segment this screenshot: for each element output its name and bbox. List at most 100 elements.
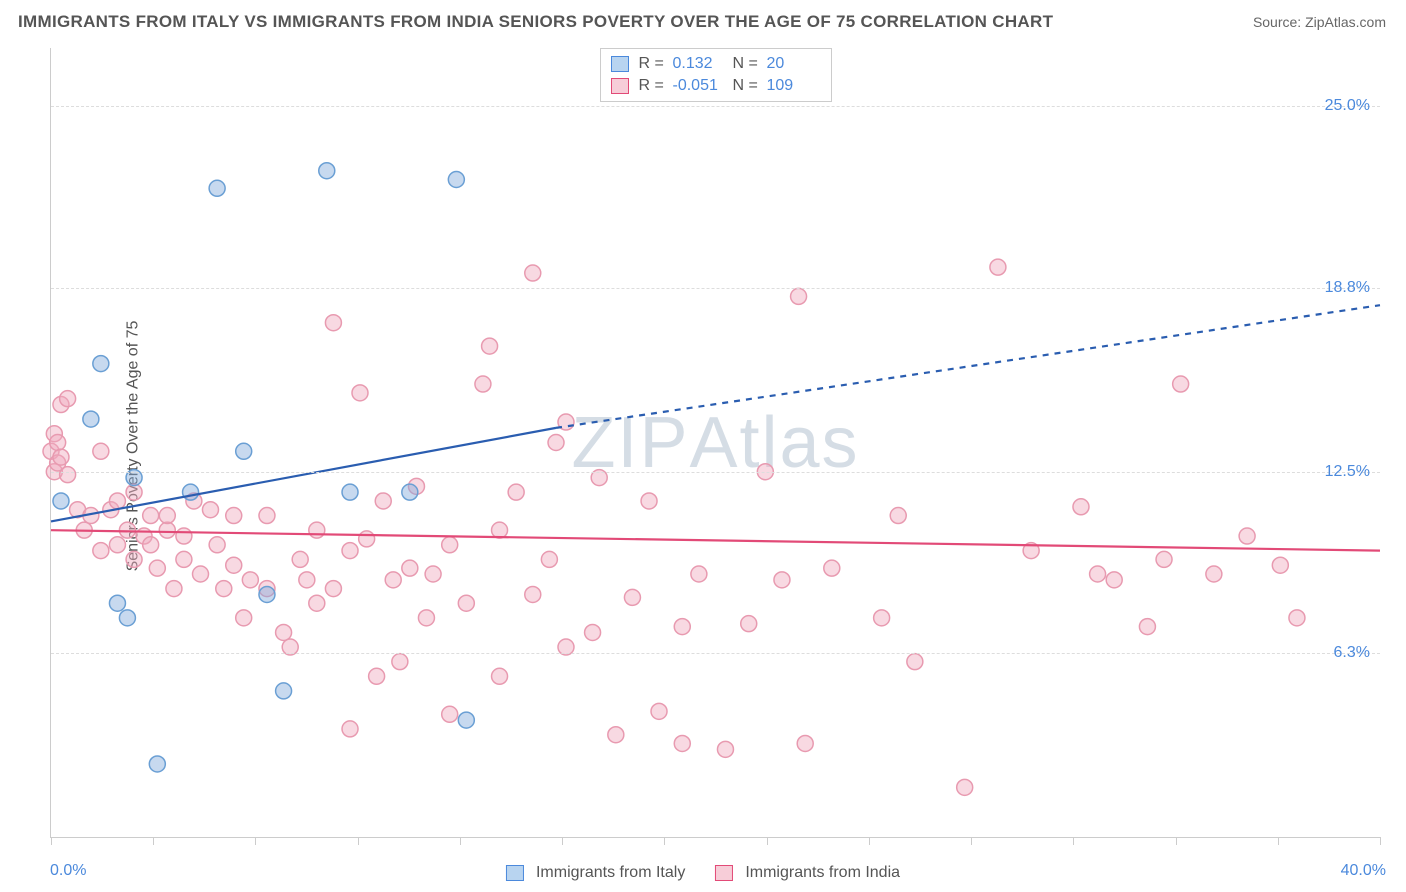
y-tick-label: 18.8%	[1325, 279, 1370, 297]
legend-item-italy: Immigrants from Italy	[506, 864, 685, 882]
scatter-point	[385, 572, 401, 588]
scatter-point	[674, 735, 690, 751]
scatter-point	[149, 756, 165, 772]
scatter-point	[797, 735, 813, 751]
scatter-point	[585, 624, 601, 640]
scatter-point	[176, 551, 192, 567]
scatter-point	[1272, 557, 1288, 573]
scatter-point	[352, 385, 368, 401]
x-tick	[153, 837, 154, 845]
scatter-point	[1206, 566, 1222, 582]
gridline	[51, 106, 1380, 107]
scatter-point	[442, 706, 458, 722]
scatter-point	[674, 619, 690, 635]
scatter-point	[442, 537, 458, 553]
scatter-point	[541, 551, 557, 567]
scatter-point	[425, 566, 441, 582]
x-tick	[1176, 837, 1177, 845]
scatter-point	[149, 560, 165, 576]
scatter-point	[624, 589, 640, 605]
legend-swatch-italy-icon	[506, 865, 524, 881]
scatter-point	[60, 391, 76, 407]
bottom-legend: Immigrants from Italy Immigrants from In…	[506, 864, 900, 882]
plot-svg	[51, 48, 1380, 837]
x-tick	[971, 837, 972, 845]
scatter-point	[717, 741, 733, 757]
x-axis-start-label: 0.0%	[50, 862, 86, 880]
scatter-point	[236, 443, 252, 459]
stats-row-italy: R = 0.132 N = 20	[611, 53, 821, 75]
scatter-point	[508, 484, 524, 500]
scatter-point	[957, 779, 973, 795]
scatter-point	[209, 537, 225, 553]
scatter-point	[1239, 528, 1255, 544]
legend-swatch-india-icon	[715, 865, 733, 881]
x-tick	[664, 837, 665, 845]
scatter-point	[458, 712, 474, 728]
scatter-point	[126, 484, 142, 500]
scatter-point	[990, 259, 1006, 275]
scatter-point	[109, 537, 125, 553]
x-tick	[767, 837, 768, 845]
scatter-point	[226, 557, 242, 573]
y-tick-label: 6.3%	[1334, 644, 1370, 662]
x-tick	[869, 837, 870, 845]
scatter-point	[53, 493, 69, 509]
stat-n-italy: 20	[767, 53, 821, 75]
scatter-point	[691, 566, 707, 582]
scatter-point	[392, 654, 408, 670]
scatter-point	[890, 508, 906, 524]
scatter-point	[259, 586, 275, 602]
x-axis-end-label: 40.0%	[1341, 862, 1386, 880]
scatter-point	[319, 163, 335, 179]
scatter-point	[143, 508, 159, 524]
scatter-point	[907, 654, 923, 670]
scatter-point	[741, 616, 757, 632]
x-tick	[460, 837, 461, 845]
scatter-point	[176, 528, 192, 544]
scatter-point	[475, 376, 491, 392]
scatter-point	[791, 288, 807, 304]
scatter-point	[525, 586, 541, 602]
scatter-point	[342, 484, 358, 500]
legend-item-india: Immigrants from India	[715, 864, 900, 882]
scatter-point	[369, 668, 385, 684]
source-name: ZipAtlas.com	[1305, 14, 1386, 30]
scatter-point	[202, 502, 218, 518]
scatter-point	[93, 356, 109, 372]
x-tick	[358, 837, 359, 845]
scatter-point	[1173, 376, 1189, 392]
scatter-point	[209, 180, 225, 196]
scatter-point	[325, 581, 341, 597]
swatch-india-icon	[611, 78, 629, 94]
scatter-point	[774, 572, 790, 588]
scatter-point	[53, 449, 69, 465]
scatter-point	[216, 581, 232, 597]
scatter-point	[309, 522, 325, 538]
chart-container: IMMIGRANTS FROM ITALY VS IMMIGRANTS FROM…	[0, 0, 1406, 892]
scatter-point	[402, 560, 418, 576]
scatter-point	[342, 543, 358, 559]
scatter-point	[292, 551, 308, 567]
scatter-point	[342, 721, 358, 737]
gridline	[51, 288, 1380, 289]
swatch-italy-icon	[611, 56, 629, 72]
scatter-point	[651, 703, 667, 719]
trend-line	[51, 530, 1380, 550]
scatter-point	[276, 683, 292, 699]
scatter-point	[458, 595, 474, 611]
y-tick-label: 12.5%	[1325, 463, 1370, 481]
scatter-point	[119, 610, 135, 626]
scatter-point	[608, 727, 624, 743]
scatter-point	[359, 531, 375, 547]
scatter-point	[375, 493, 391, 509]
x-tick	[562, 837, 563, 845]
x-tick	[1073, 837, 1074, 845]
scatter-point	[183, 484, 199, 500]
trend-line-extrapolated	[556, 305, 1380, 428]
scatter-point	[93, 543, 109, 559]
stat-n-india: 109	[767, 75, 821, 97]
x-tick	[51, 837, 52, 845]
scatter-point	[166, 581, 182, 597]
scatter-point	[109, 595, 125, 611]
